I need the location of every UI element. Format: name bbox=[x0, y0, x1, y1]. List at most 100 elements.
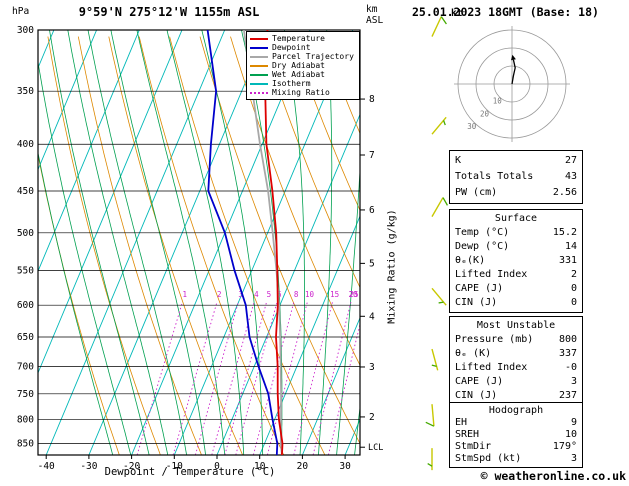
mixing-ratio-axis-label: Mixing Ratio (g/kg) bbox=[386, 209, 398, 324]
table-row: StmSpd (kt) 3 bbox=[455, 453, 577, 465]
mixing-ratio-line bbox=[194, 301, 239, 455]
mixing-ratio-value-label: 2 bbox=[217, 290, 222, 299]
temp-tick-label: 0 bbox=[214, 461, 220, 472]
wind-barb-flag bbox=[425, 421, 435, 427]
legend-line-sample bbox=[250, 64, 268, 67]
km-tick-label: 3 bbox=[369, 362, 375, 373]
legend-line-sample bbox=[250, 82, 268, 85]
temp-tick-label: -40 bbox=[38, 461, 55, 472]
wet-adiabat-line bbox=[87, 30, 187, 455]
wet-adiabat-line bbox=[201, 30, 264, 455]
wet-adiabat-line bbox=[38, 59, 132, 455]
wind-barb-half-flag bbox=[442, 120, 446, 126]
pressure-tick-label: 500 bbox=[17, 228, 34, 239]
copyright: © weatheronline.co.uk bbox=[480, 469, 626, 483]
legend-item-dry-adiabat: Dry Adiabat bbox=[250, 61, 356, 70]
altitude-axis-unit-label: km ASL bbox=[366, 4, 383, 26]
legend-item-label: Parcel Trajectory bbox=[272, 52, 354, 61]
wet-adiabat-line bbox=[336, 163, 360, 455]
table-row: CIN (J) 0 bbox=[455, 296, 577, 310]
wind-barb-flag bbox=[440, 16, 447, 25]
index-value: 800 bbox=[558, 334, 577, 345]
index-label: θₑ (K) bbox=[455, 348, 492, 359]
legend-line-sample bbox=[250, 46, 268, 49]
index-value: 237 bbox=[558, 390, 577, 401]
mixing-ratio-value-label: 15 bbox=[330, 290, 339, 299]
hodograph-table-title: Hodograph bbox=[488, 405, 544, 416]
mixing-ratio-value-label: 3 bbox=[238, 290, 243, 299]
km-tick-label: 4 bbox=[369, 311, 375, 322]
table-row: PW (cm) 2.56 bbox=[455, 185, 577, 201]
index-label: K bbox=[455, 155, 462, 166]
index-label: CAPE (J) bbox=[455, 283, 504, 294]
hodograph-ring bbox=[457, 29, 567, 139]
table-row: Lifted Index -0 bbox=[455, 361, 577, 375]
index-label: StmSpd (kt) bbox=[455, 453, 522, 464]
mixing-ratio-value-label: 25 bbox=[349, 290, 358, 299]
table-row: CAPE (J) 0 bbox=[455, 282, 577, 296]
index-label: Totals Totals bbox=[455, 171, 534, 182]
table-row: CIN (J) 237 bbox=[455, 389, 577, 403]
index-label: CAPE (J) bbox=[455, 376, 504, 387]
legend-item-mixing-ratio: Mixing Ratio bbox=[250, 88, 356, 97]
index-label: CIN (J) bbox=[455, 390, 498, 401]
altitude-axis: 8 7 6 5 4 3 2 LCL bbox=[360, 94, 383, 453]
mixing-ratio-line bbox=[312, 301, 352, 455]
wind-barb-staff bbox=[431, 16, 442, 37]
pressure-tick-label: 650 bbox=[17, 332, 34, 343]
legend-line-sample bbox=[250, 91, 268, 94]
wind-barb-staff bbox=[431, 404, 435, 427]
wind-barb-staff bbox=[431, 348, 439, 371]
index-value: 331 bbox=[558, 255, 577, 266]
isotherm-line bbox=[216, 113, 360, 455]
index-value: 10 bbox=[564, 429, 577, 440]
index-label: StmDir bbox=[455, 441, 492, 452]
index-value: 14 bbox=[564, 241, 577, 252]
index-label: PW (cm) bbox=[455, 187, 498, 198]
page-title: 9°59'N 275°12'W 1155m ASL bbox=[78, 5, 260, 19]
wet-adiabat-line bbox=[110, 30, 206, 455]
dry-adiabat-line bbox=[47, 36, 161, 455]
index-value: -0 bbox=[564, 362, 577, 373]
km-tick-label: 5 bbox=[369, 258, 375, 269]
temp-tick-label: 10 bbox=[254, 461, 266, 472]
index-label: SREH bbox=[455, 429, 480, 440]
wind-barb-half-flag bbox=[438, 301, 444, 304]
mixing-ratio-value-label: 4 bbox=[254, 290, 259, 299]
hodograph-wind-trace bbox=[511, 59, 516, 85]
table-row: Lifted Index 2 bbox=[455, 268, 577, 282]
legend-item-temperature: Temperature bbox=[250, 34, 356, 43]
mixing-ratio-line bbox=[136, 301, 183, 455]
table-row: Totals Totals 43 bbox=[455, 169, 577, 185]
legend-item-wet-adiabat: Wet Adiabat bbox=[250, 70, 356, 79]
km-tick-label: 6 bbox=[369, 205, 375, 216]
table-row: Dewp (°C) 14 bbox=[455, 240, 577, 254]
mixing-ratio-value-label: 6 bbox=[277, 290, 282, 299]
index-label: Lifted Index bbox=[455, 362, 528, 373]
pressure-tick-label: 750 bbox=[17, 389, 34, 400]
surface-table-title: Surface bbox=[494, 213, 538, 224]
legend-item-parcel-trajectory: Parcel Trajectory bbox=[250, 52, 356, 61]
index-value: 15.2 bbox=[552, 227, 577, 238]
pressure-tick-label: 550 bbox=[17, 266, 34, 277]
pressure-tick-label: 800 bbox=[17, 414, 34, 425]
index-label: Lifted Index bbox=[455, 269, 528, 280]
indices-table: K 27 Totals Totals 43 PW (cm) 2.56 bbox=[449, 150, 583, 204]
legend-line-sample bbox=[250, 37, 268, 40]
hodograph-trace-arrowhead bbox=[511, 54, 516, 61]
temp-tick-label: -20 bbox=[123, 461, 140, 472]
index-label: Pressure (mb) bbox=[455, 334, 534, 345]
pressure-tick-label: 850 bbox=[17, 438, 34, 449]
dry-adiabat-line bbox=[38, 152, 120, 455]
pressure-tick-label: 350 bbox=[17, 86, 34, 97]
pressure-tick-label: 450 bbox=[17, 186, 34, 197]
isotherm-line bbox=[173, 30, 354, 455]
legend-line-sample bbox=[250, 73, 268, 76]
legend-line-sample bbox=[250, 55, 268, 58]
legend-item-label: Wet Adiabat bbox=[272, 70, 325, 79]
legend-item-label: Isotherm bbox=[272, 79, 311, 88]
index-label: θₑ(K) bbox=[455, 255, 486, 266]
legend-item-dewpoint: Dewpoint bbox=[250, 43, 356, 52]
